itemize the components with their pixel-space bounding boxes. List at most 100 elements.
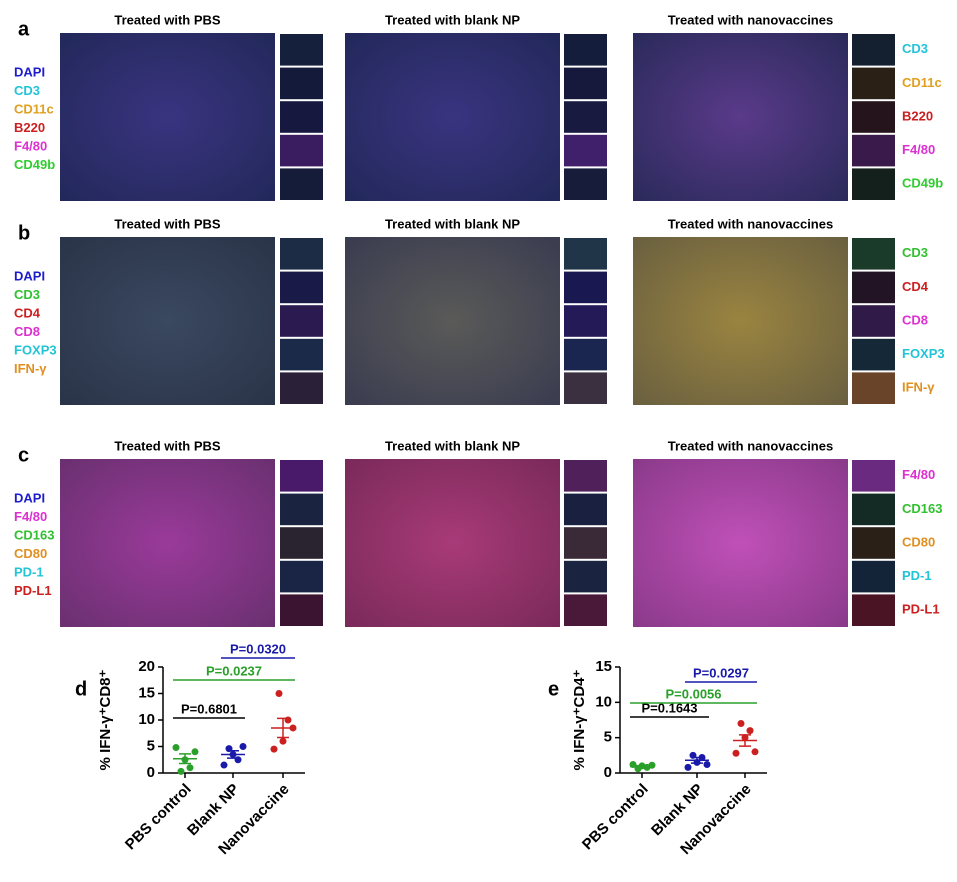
data-point — [746, 727, 754, 735]
channel-thumbnail — [280, 460, 323, 492]
channel-thumbnail — [280, 372, 323, 404]
channel-thumbnail — [852, 527, 895, 559]
data-point — [648, 761, 656, 769]
channel-thumbnail — [564, 67, 607, 100]
micrograph — [60, 459, 275, 627]
channel-thumbnail — [852, 594, 895, 626]
channel-label: CD8 — [902, 312, 928, 327]
channel-label: CD3 — [902, 41, 928, 56]
channel-label: F4/80 — [902, 467, 935, 482]
p-value: P=0.0237 — [206, 663, 262, 678]
channel-thumbnail — [852, 34, 895, 66]
channel-thumbnail — [564, 305, 607, 337]
marker-label: CD11c — [14, 101, 54, 116]
micrograph — [60, 33, 275, 201]
data-point — [732, 749, 740, 757]
data-point — [737, 720, 745, 728]
marker-label: CD3 — [14, 287, 40, 302]
micrograph — [60, 237, 275, 405]
channel-thumbnail — [852, 238, 895, 270]
channel-label: F4/80 — [902, 142, 935, 157]
channel-thumbnail — [564, 338, 607, 371]
marker-label: CD163 — [14, 527, 54, 542]
p-value: P=0.1643 — [641, 700, 697, 715]
channel-thumbnail — [564, 493, 607, 526]
data-point — [172, 744, 180, 752]
marker-label: PD-L1 — [14, 583, 52, 598]
p-value: P=0.0320 — [230, 641, 286, 656]
channel-label: PD-L1 — [902, 602, 940, 617]
y-axis-title: % IFN-γ⁺CD8⁺ — [97, 670, 114, 771]
marker-label: PD-1 — [14, 564, 44, 579]
channel-label: CD163 — [902, 501, 942, 516]
marker-label: DAPI — [14, 490, 45, 505]
image-title: Treated with PBS — [114, 216, 221, 231]
channel-thumbnail — [280, 527, 323, 559]
micrograph — [345, 237, 560, 405]
y-tick-label: 15 — [138, 684, 155, 701]
channel-thumbnail — [852, 338, 895, 371]
y-tick-label: 20 — [138, 658, 155, 675]
channel-thumbnail — [564, 134, 607, 167]
marker-label: DAPI — [14, 64, 45, 79]
panel-label: d — [75, 678, 87, 700]
p-value: P=0.6801 — [181, 701, 237, 716]
panel-label: e — [548, 678, 559, 700]
channel-label: CD11c — [902, 75, 942, 90]
image-title: Treated with blank NP — [385, 438, 520, 453]
image-title: Treated with PBS — [114, 438, 221, 453]
error-bar — [227, 749, 239, 759]
channel-thumbnail — [852, 271, 895, 304]
marker-label: F4/80 — [14, 138, 47, 153]
data-point — [684, 763, 692, 771]
error-bar — [739, 734, 751, 747]
channel-thumbnail — [852, 101, 895, 133]
channel-label: B220 — [902, 108, 933, 123]
channel-label: CD3 — [902, 245, 928, 260]
channel-thumbnail — [280, 101, 323, 133]
channel-thumbnail — [280, 493, 323, 526]
data-point — [751, 748, 759, 756]
y-tick-label: 10 — [138, 711, 155, 728]
micrograph — [345, 33, 560, 201]
channel-thumbnail — [280, 34, 323, 66]
error-bar — [277, 717, 289, 739]
marker-label: F4/80 — [14, 509, 47, 524]
x-tick-label: PBS control — [579, 781, 652, 854]
channel-thumbnail — [280, 560, 323, 593]
marker-label: B220 — [14, 120, 45, 135]
panel-label: a — [18, 18, 30, 40]
data-point — [239, 743, 247, 750]
error-bar — [179, 753, 191, 765]
y-tick-label: 0 — [147, 764, 155, 781]
channel-thumbnail — [280, 134, 323, 167]
channel-label: FOXP3 — [902, 346, 945, 361]
marker-label: CD3 — [14, 83, 40, 98]
channel-thumbnail — [564, 372, 607, 404]
p-value: P=0.0056 — [665, 686, 721, 701]
marker-label: CD80 — [14, 546, 47, 561]
image-title: Treated with blank NP — [385, 216, 520, 231]
channel-label: IFN-γ — [902, 380, 935, 395]
channel-thumbnail — [852, 560, 895, 593]
image-title: Treated with blank NP — [385, 12, 520, 27]
data-point — [220, 761, 228, 769]
channel-label: CD80 — [902, 534, 935, 549]
channel-thumbnail — [280, 168, 323, 200]
image-title: Treated with PBS — [114, 12, 221, 27]
channel-thumbnail — [852, 134, 895, 167]
image-title: Treated with nanovaccines — [668, 216, 833, 231]
marker-label: IFN-γ — [14, 361, 47, 376]
channel-thumbnail — [564, 34, 607, 66]
channel-label: CD49b — [902, 176, 943, 191]
y-tick-label: 15 — [595, 658, 612, 675]
channel-thumbnail — [852, 67, 895, 100]
micrograph — [633, 459, 848, 627]
channel-thumbnail — [280, 305, 323, 337]
micrograph — [633, 237, 848, 405]
error-bar — [691, 756, 703, 764]
marker-label: DAPI — [14, 268, 45, 283]
channel-thumbnail — [564, 460, 607, 492]
marker-label: CD8 — [14, 324, 40, 339]
